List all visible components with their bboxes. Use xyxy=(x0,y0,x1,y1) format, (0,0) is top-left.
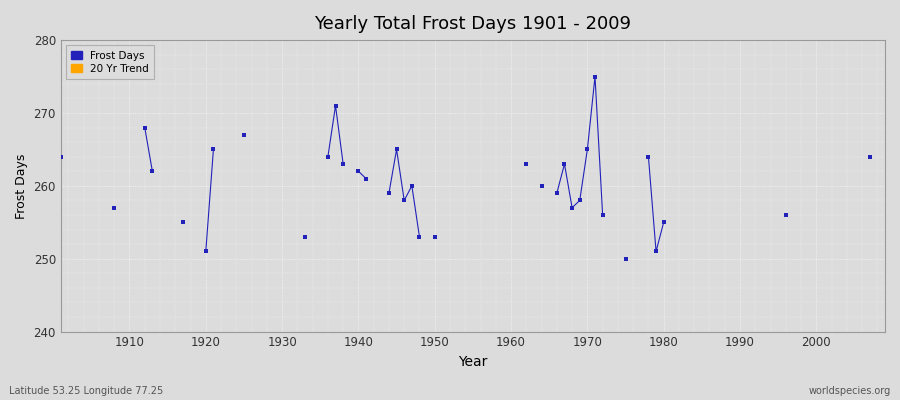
Title: Yearly Total Frost Days 1901 - 2009: Yearly Total Frost Days 1901 - 2009 xyxy=(314,15,632,33)
X-axis label: Year: Year xyxy=(458,355,488,369)
Text: worldspecies.org: worldspecies.org xyxy=(809,386,891,396)
Y-axis label: Frost Days: Frost Days xyxy=(15,153,28,218)
Text: Latitude 53.25 Longitude 77.25: Latitude 53.25 Longitude 77.25 xyxy=(9,386,163,396)
Legend: Frost Days, 20 Yr Trend: Frost Days, 20 Yr Trend xyxy=(66,45,154,79)
